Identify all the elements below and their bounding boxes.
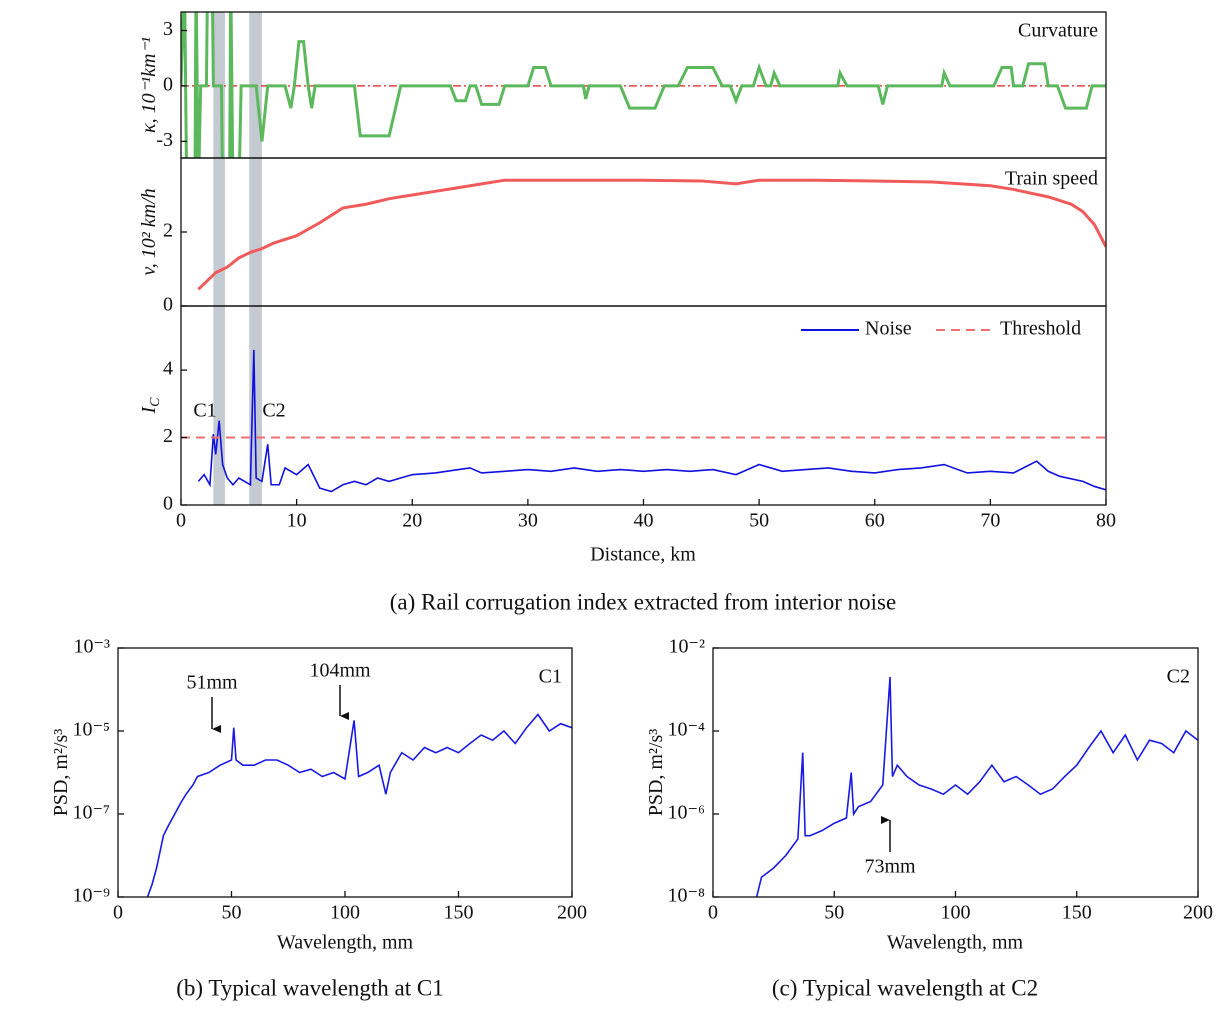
y-tick-label: 3 bbox=[163, 18, 173, 40]
y-tick-label: 10⁻⁵ bbox=[72, 719, 110, 741]
x-tick-label: 0 bbox=[113, 902, 123, 924]
caption: (c) Typical wavelength at C2 bbox=[772, 975, 1038, 1000]
y-axis-label-main: PSD, m²/s³ bbox=[50, 729, 72, 817]
highlight-band bbox=[213, 12, 225, 505]
x-tick-label: 100 bbox=[330, 902, 360, 924]
series-line bbox=[197, 178, 1106, 291]
x-tick-label: 50 bbox=[749, 510, 769, 532]
x-tick-label: 70 bbox=[980, 510, 1000, 532]
x-tick-label: 50 bbox=[824, 902, 844, 924]
annotation: C2 bbox=[1167, 666, 1190, 688]
y-tick-label: 0 bbox=[163, 493, 173, 515]
x-axis-label: Distance, km bbox=[590, 544, 696, 566]
y-axis-label: κ, 10⁻¹km⁻¹ bbox=[138, 37, 160, 133]
x-tick-label: 200 bbox=[1183, 902, 1213, 924]
legend-label: Threshold bbox=[1000, 318, 1081, 340]
x-axis-label: Wavelength, mm bbox=[277, 932, 414, 954]
y-tick-label: -3 bbox=[156, 129, 173, 151]
y-axis-label-main: κ, 10⁻¹km⁻¹ bbox=[138, 37, 160, 133]
x-tick-label: 10 bbox=[287, 510, 307, 532]
caption: (a) Rail corrugation index extracted fro… bbox=[390, 589, 896, 614]
y-tick-label: 0 bbox=[163, 294, 173, 316]
x-tick-label: 0 bbox=[176, 510, 186, 532]
legend-label: Noise bbox=[865, 318, 912, 340]
annotation: 104mm bbox=[309, 660, 371, 682]
y-tick-label: 0 bbox=[163, 74, 173, 96]
annotation: Curvature bbox=[1018, 20, 1098, 42]
series-line bbox=[146, 713, 572, 897]
annotation: C2 bbox=[262, 400, 285, 422]
x-tick-label: 30 bbox=[518, 510, 538, 532]
y-tick-label: 2 bbox=[163, 425, 173, 447]
x-tick-label: 20 bbox=[402, 510, 422, 532]
y-tick-label: 10⁻⁹ bbox=[72, 885, 110, 907]
x-tick-label: 50 bbox=[222, 902, 242, 924]
plot-frame bbox=[712, 647, 1199, 898]
x-tick-label: 150 bbox=[444, 902, 474, 924]
y-tick-label: 10⁻⁴ bbox=[667, 719, 705, 741]
x-tick-label: 40 bbox=[634, 510, 654, 532]
y-axis-label: v, 10² km/h bbox=[138, 188, 160, 275]
y-axis-label: PSD, m²/s³ bbox=[50, 729, 72, 817]
annotation: 73mm bbox=[864, 856, 916, 878]
y-tick-label: 10⁻³ bbox=[73, 636, 110, 658]
panel: 0 2v, 10² km/h Train speed bbox=[138, 157, 1107, 316]
annotation: 51mm bbox=[186, 672, 238, 694]
y-tick-label: 10⁻⁶ bbox=[667, 802, 705, 824]
panel: 10⁻⁹ 10⁻⁷ 10⁻⁵ 10⁻³ 0 50 100 150 200 PSD, m²/s³ Wa… bbox=[50, 636, 587, 1001]
y-axis-label-main: PSD, m²/s³ bbox=[645, 729, 667, 817]
y-axis-label: IC bbox=[138, 397, 164, 415]
y-axis-label: PSD, m²/s³ bbox=[645, 729, 667, 817]
y-axis-label-sub: C bbox=[148, 397, 163, 407]
y-tick-label: 10⁻² bbox=[668, 636, 705, 658]
annotation: Train speed bbox=[1005, 168, 1098, 190]
annotation: C1 bbox=[539, 666, 562, 688]
annotation: C1 bbox=[193, 400, 216, 422]
y-axis-label-main: I bbox=[138, 406, 160, 415]
x-axis-label: Wavelength, mm bbox=[887, 932, 1024, 954]
y-tick-label: 2 bbox=[163, 220, 173, 242]
x-tick-label: 200 bbox=[557, 902, 587, 924]
panel: -3 0 3κ, 10⁻¹km⁻¹ Curvature bbox=[138, 11, 1107, 159]
panel: 10⁻⁸ 10⁻⁶ 10⁻⁴ 10⁻² 0 50 100 150 200 PSD, m²/s³ Wa… bbox=[645, 636, 1213, 1001]
series-line bbox=[197, 349, 1106, 493]
x-tick-label: 150 bbox=[1062, 902, 1092, 924]
y-tick-label: 4 bbox=[163, 358, 173, 380]
plot-frame bbox=[180, 305, 1107, 506]
caption: (b) Typical wavelength at C1 bbox=[176, 975, 444, 1000]
x-tick-label: 100 bbox=[941, 902, 971, 924]
x-tick-label: 60 bbox=[865, 510, 885, 532]
y-tick-label: 10⁻⁸ bbox=[667, 885, 705, 907]
series-line bbox=[755, 676, 1198, 897]
series-line bbox=[181, 12, 1106, 158]
x-tick-label: 80 bbox=[1096, 510, 1116, 532]
y-axis-label-main: v, 10² km/h bbox=[138, 188, 160, 275]
x-tick-label: 0 bbox=[708, 902, 718, 924]
y-tick-label: 10⁻⁷ bbox=[72, 802, 110, 824]
